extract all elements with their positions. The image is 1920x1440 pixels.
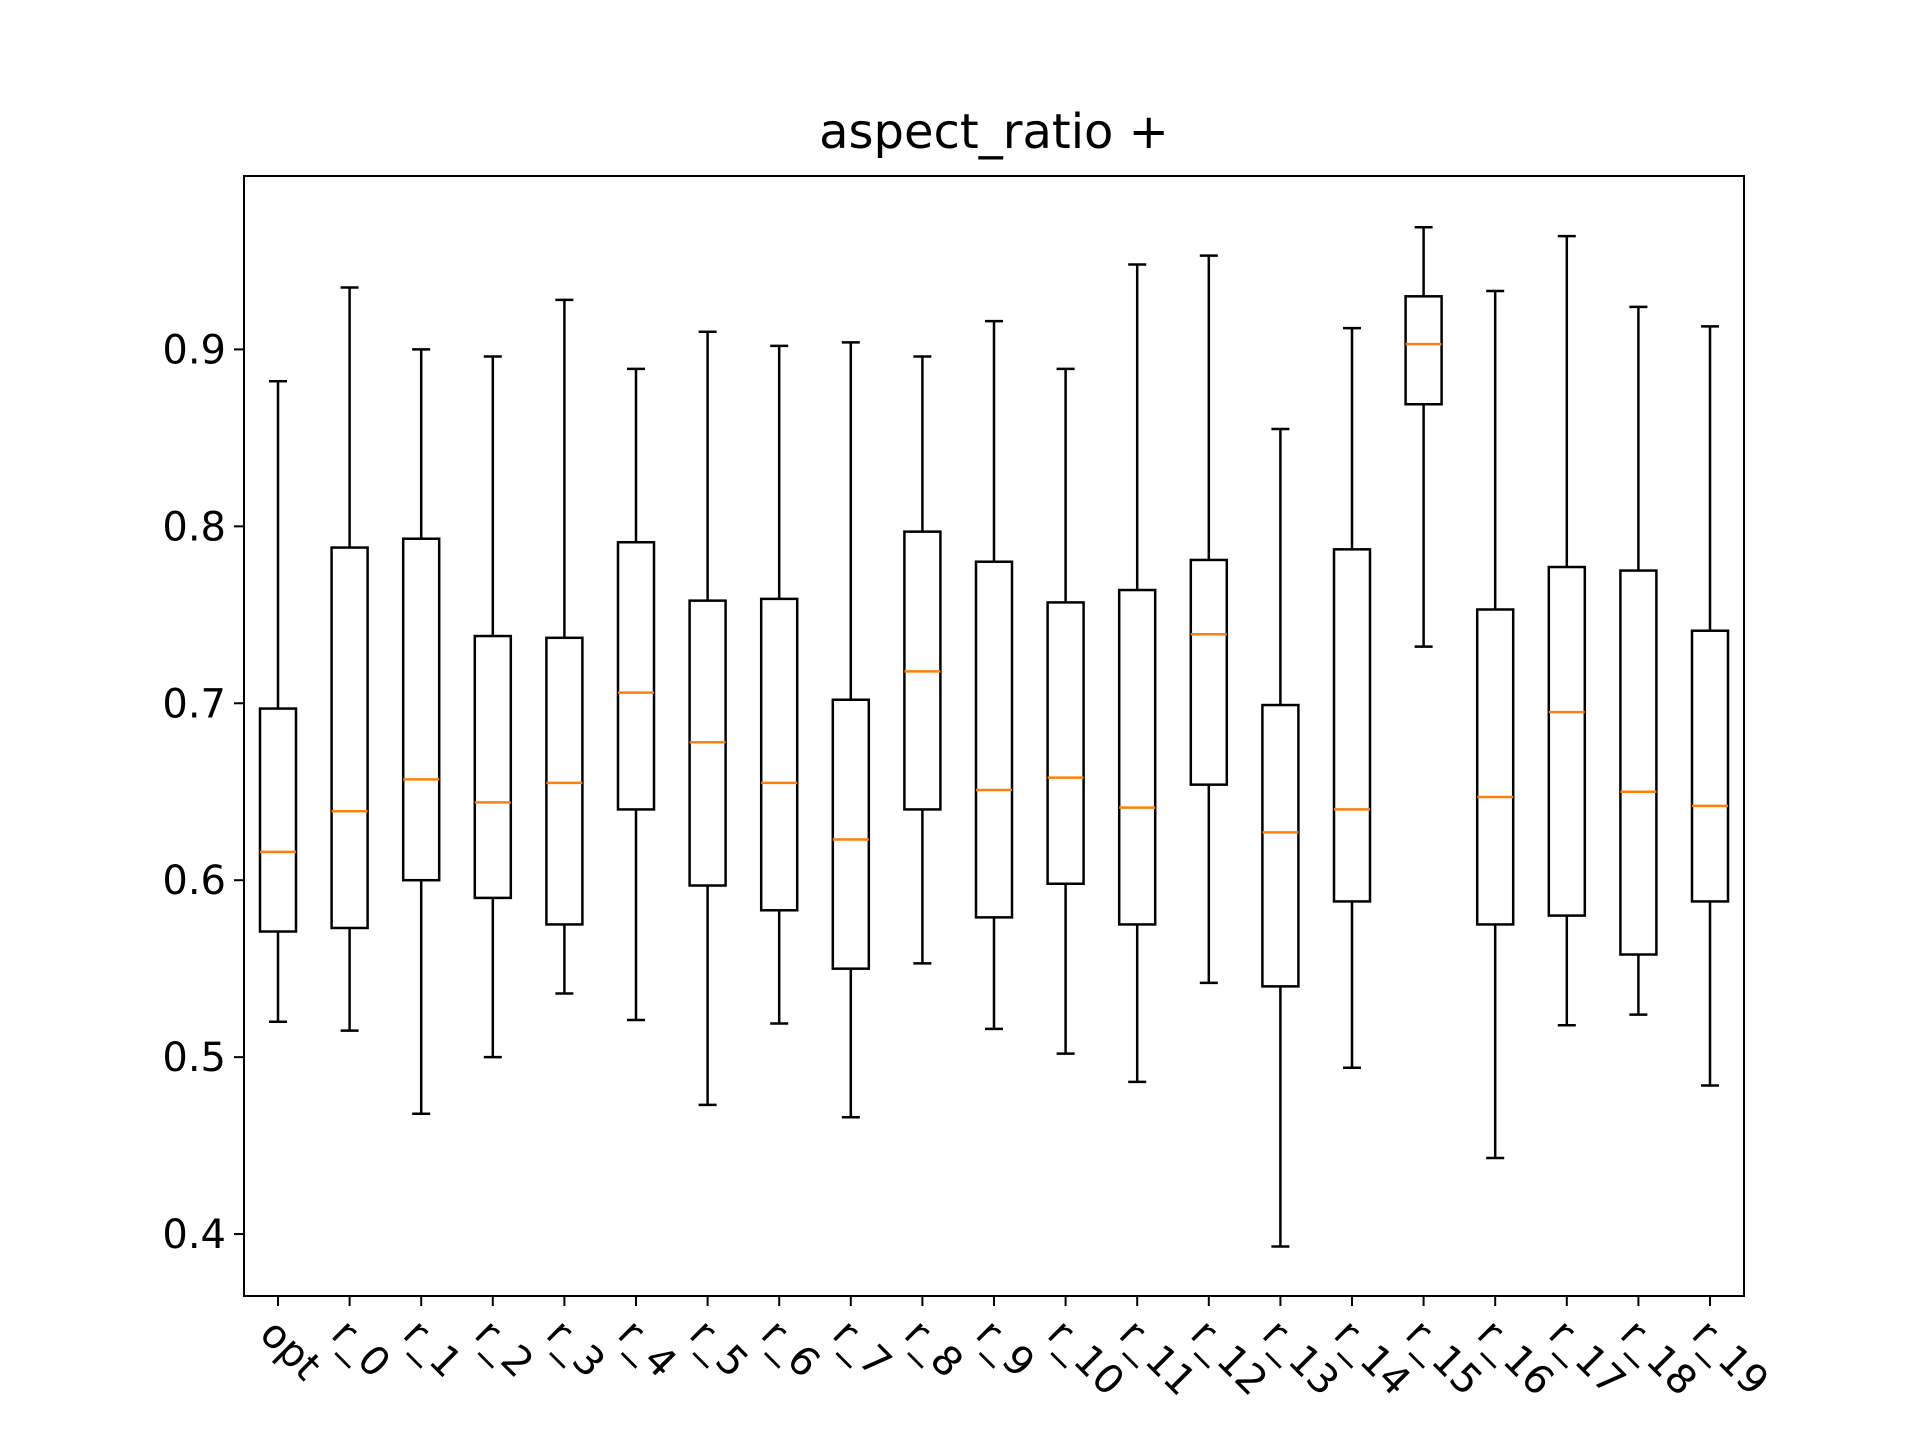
iqr-box	[1261, 703, 1300, 988]
x-tick-label: r_1	[394, 1311, 470, 1387]
iqr-box	[974, 560, 1014, 919]
box-r_5	[688, 330, 727, 1107]
box-r_8	[903, 355, 942, 965]
y-tick-label: 0.8	[162, 504, 226, 550]
box-r_16	[1475, 289, 1515, 1160]
box-r_9	[974, 319, 1014, 1031]
plot-frame	[243, 175, 1745, 1297]
box-opt	[258, 379, 298, 1024]
box-r_6	[759, 344, 799, 1025]
iqr-box	[545, 636, 584, 926]
iqr-box	[330, 546, 369, 930]
box-r_7	[831, 341, 871, 1119]
iqr-box	[401, 537, 441, 882]
x-tick-label: r_16	[1468, 1311, 1562, 1405]
x-tick-label: r_11	[1110, 1311, 1204, 1405]
iqr-box	[1547, 565, 1587, 917]
box-r_12	[1189, 254, 1229, 985]
iqr-box	[1475, 608, 1515, 926]
iqr-box	[1690, 629, 1730, 903]
box-r_4	[616, 367, 656, 1022]
x-tick-label: r_17	[1540, 1311, 1634, 1405]
x-tick-label: r_2	[466, 1311, 542, 1387]
x-tick-label: r_6	[752, 1311, 828, 1387]
iqr-box	[1189, 558, 1229, 786]
boxes-layer	[258, 226, 1730, 1248]
x-tick-label: r_0	[323, 1311, 399, 1387]
y-tick-label: 0.9	[162, 327, 226, 373]
y-tick-label: 0.7	[162, 681, 226, 727]
y-tick-label: 0.5	[162, 1035, 226, 1081]
box-r_14	[1332, 326, 1372, 1070]
y-tick-label: 0.4	[162, 1212, 226, 1258]
y-axis: 0.4 0.5 0.6 0.7 0.8 0.9	[162, 327, 244, 1258]
box-r_3	[545, 298, 584, 995]
box-r_11	[1117, 263, 1157, 1084]
x-tick-label: r_9	[967, 1311, 1043, 1387]
box-r_1	[401, 348, 441, 1116]
iqr-box	[1117, 588, 1157, 926]
box-r_19	[1690, 325, 1730, 1087]
y-tick-label: 0.6	[162, 858, 226, 904]
iqr-box	[258, 707, 298, 933]
x-tick-label: r_12	[1182, 1311, 1276, 1405]
box-r_17	[1547, 234, 1587, 1027]
x-tick-label: r_15	[1397, 1311, 1491, 1405]
x-tick-label: opt	[251, 1311, 330, 1390]
box-r_18	[1619, 305, 1658, 1016]
x-tick-label: r_3	[537, 1311, 613, 1387]
x-tick-label: r_19	[1683, 1311, 1777, 1405]
x-tick-label: r_7	[824, 1311, 900, 1387]
iqr-box	[473, 634, 513, 900]
box-r_13	[1261, 427, 1300, 1248]
iqr-box	[1619, 569, 1658, 956]
x-tick-label: r_5	[681, 1311, 757, 1387]
x-tick-label: r_8	[895, 1311, 971, 1387]
box-r_10	[1046, 367, 1085, 1055]
x-tick-label: r_13	[1253, 1311, 1347, 1405]
box-r_0	[330, 286, 369, 1032]
x-axis: optr_0r_1r_2r_3r_4r_5r_6r_7r_8r_9r_10r_1…	[251, 1296, 1777, 1405]
iqr-box	[759, 597, 799, 912]
iqr-box	[616, 541, 656, 811]
x-tick-label: r_18	[1611, 1311, 1705, 1405]
box-r_15	[1404, 226, 1443, 648]
iqr-box	[1046, 601, 1085, 885]
box-r_2	[473, 355, 513, 1059]
x-tick-label: r_14	[1325, 1311, 1419, 1405]
iqr-box	[1404, 295, 1443, 406]
x-tick-label: r_4	[609, 1311, 685, 1387]
iqr-box	[1332, 548, 1372, 903]
iqr-box	[831, 698, 871, 970]
x-tick-label: r_10	[1039, 1311, 1133, 1405]
chart-title: aspect_ratio +	[819, 104, 1169, 160]
